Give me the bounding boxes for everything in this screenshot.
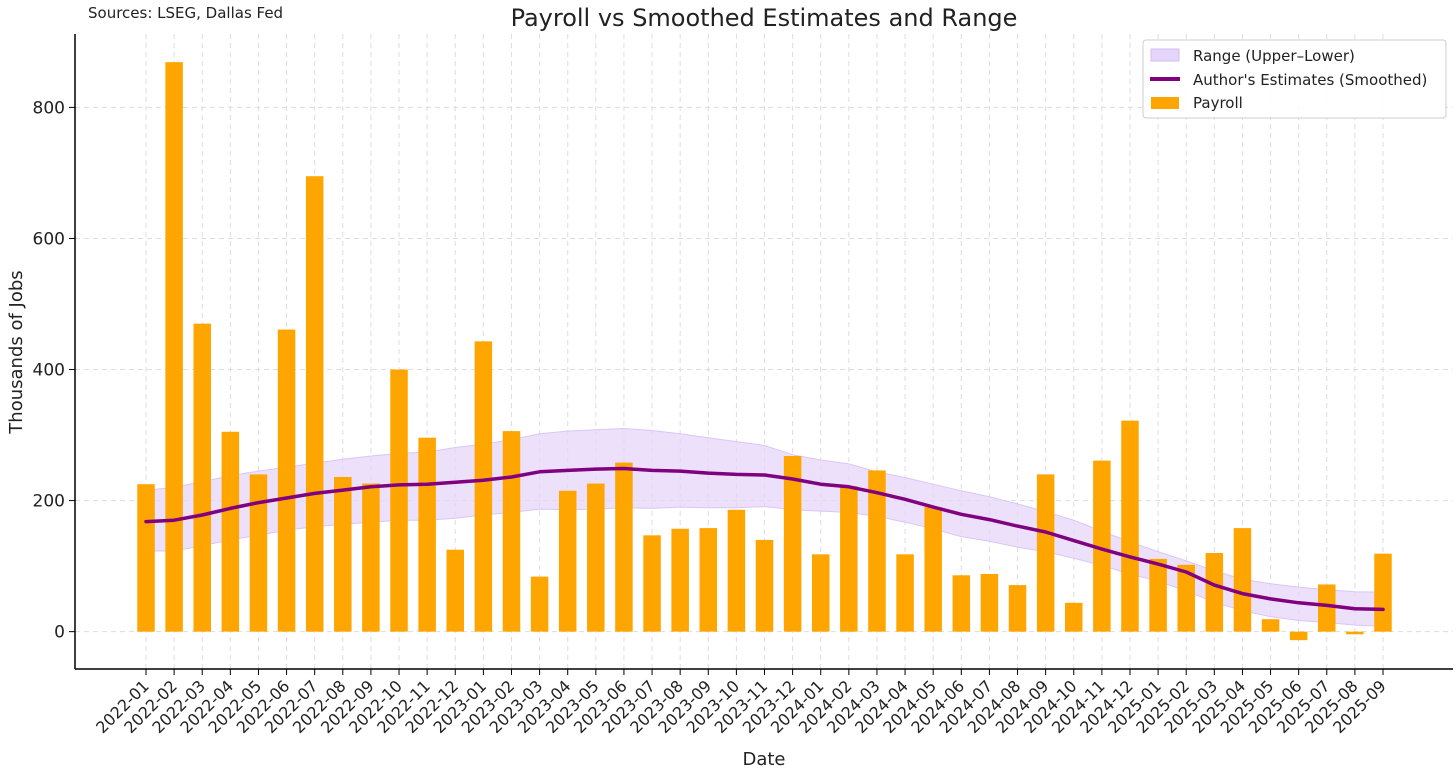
y-tick-label: 0 [54, 623, 65, 643]
x-axis-label: Date [742, 749, 785, 768]
payroll-bar [896, 554, 914, 632]
legend: Range (Upper–Lower) Author's Estimates (… [1142, 39, 1447, 119]
payroll-bar [1036, 474, 1055, 632]
estimate-line [144, 466, 1385, 612]
payroll-bar [840, 486, 858, 632]
payroll-bar [980, 573, 999, 632]
payroll-bar [1065, 602, 1083, 632]
payroll-bar [811, 554, 830, 632]
payroll-bar [390, 369, 408, 632]
payroll-bar [334, 476, 352, 632]
payroll-bar [558, 490, 577, 632]
payroll-bar [530, 576, 549, 632]
legend-label-payroll: Payroll [1193, 94, 1243, 112]
payroll-bar [755, 539, 774, 632]
payroll-bar [615, 462, 633, 632]
payroll-bar [221, 431, 240, 632]
payroll-bar [924, 507, 942, 632]
y-tick-label: 200 [33, 492, 65, 512]
payroll-bar [1093, 460, 1111, 632]
payroll-bar [1346, 631, 1364, 635]
payroll-bar [165, 62, 183, 632]
y-tick-label: 600 [33, 229, 65, 249]
payroll-bar [952, 575, 971, 632]
payroll-bar [699, 528, 718, 632]
payroll-bar [277, 329, 296, 632]
legend-swatch-payroll [1151, 97, 1179, 109]
payroll-bar [1149, 558, 1167, 632]
source-note: Sources: LSEG, Dallas Fed [88, 4, 283, 22]
payroll-bars [137, 62, 1392, 641]
payroll-bar [1008, 585, 1027, 632]
chart-title: Payroll vs Smoothed Estimates and Range [511, 4, 1018, 32]
payroll-bar [727, 509, 746, 632]
payroll-bar [474, 341, 493, 632]
legend-label-range: Range (Upper–Lower) [1193, 47, 1355, 65]
legend-label-estimate: Author's Estimates (Smoothed) [1193, 71, 1427, 89]
payroll-bar [1318, 584, 1336, 632]
y-tick-label: 800 [33, 98, 65, 118]
payroll-bar [418, 437, 436, 632]
payroll-bar [587, 483, 605, 632]
payroll-bar [502, 431, 521, 632]
payroll-bar [305, 176, 324, 632]
payroll-bar [362, 483, 380, 632]
y-axis-label: Thousands of Jobs [6, 270, 27, 434]
payroll-bar [446, 549, 464, 632]
y-tick-label: 400 [33, 361, 65, 381]
payroll-bar [1177, 564, 1195, 632]
payroll-bar [868, 470, 886, 632]
legend-swatch-range [1150, 48, 1180, 62]
payroll-bar [1233, 528, 1252, 632]
legend-box [1142, 39, 1447, 119]
payroll-bar [193, 323, 211, 632]
payroll-bar [137, 484, 155, 632]
payroll-bar [1121, 420, 1139, 632]
payroll-bar [1261, 619, 1280, 632]
payroll-bar [671, 528, 689, 632]
payroll-bar [643, 535, 661, 632]
payroll-bar [783, 456, 802, 632]
payroll-bar [1205, 553, 1224, 632]
payroll-bar [249, 474, 268, 632]
estimate-line-layer [144, 466, 1385, 612]
payroll-bar [1289, 631, 1308, 641]
payroll-bar [1374, 553, 1392, 632]
